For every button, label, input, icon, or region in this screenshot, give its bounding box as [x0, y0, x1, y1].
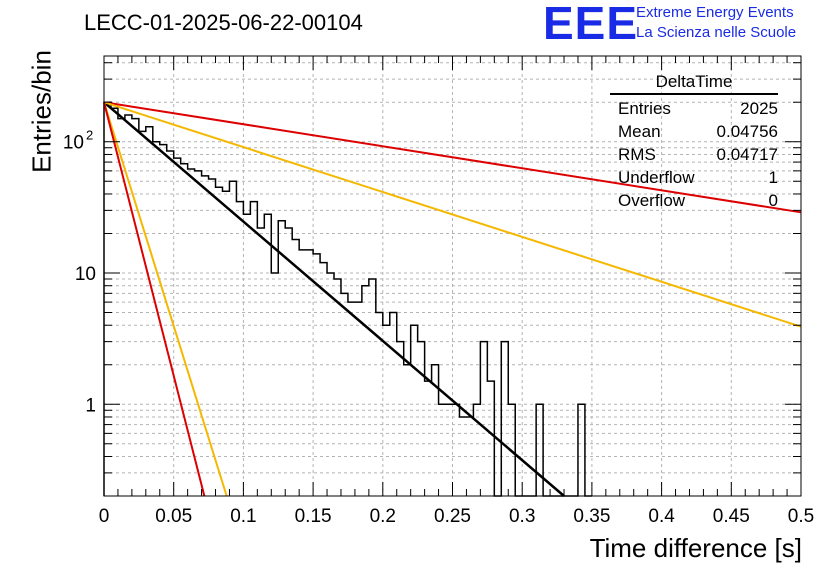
stats-value: 0.04756 [716, 122, 778, 141]
fit-curves-layer [103, 101, 802, 497]
stats-value: 0.04717 [716, 145, 778, 164]
y-axis-label: Entries/bin [26, 50, 57, 173]
y-tick-exponent: 2 [86, 128, 93, 143]
stats-value: 1 [768, 168, 778, 187]
stats-row-rms: RMS 0.04717 [610, 143, 778, 166]
x-tick-label: 0.3 [509, 506, 535, 527]
x-tick-label: 0.15 [295, 506, 332, 527]
stats-value: 0 [768, 191, 778, 210]
stats-row-entries: Entries 2025 [610, 97, 778, 120]
run-title: LECC-01-2025-06-22-00104 [84, 10, 363, 35]
fit-curve [103, 101, 206, 497]
fit-curve [103, 101, 228, 497]
eee-logo: EEE [543, 0, 639, 49]
x-axis-ticks: 0 0.05 0.1 0.15 0.2 0.25 0.3 0.35 0.4 0.45 0.5 [99, 56, 814, 527]
stats-value: 2025 [740, 99, 778, 118]
x-tick-label: 0.4 [648, 506, 675, 527]
x-tick-label: 0.35 [573, 506, 610, 527]
stats-row-mean: Mean 0.04756 [610, 120, 778, 143]
histogram-outline [103, 101, 592, 497]
x-tick-label: 0.1 [230, 506, 256, 527]
stats-label: Entries [618, 99, 671, 118]
logo-subtitle-1: Extreme Energy Events [636, 4, 794, 21]
fit-curve [103, 101, 565, 497]
x-axis-label: Time difference [s] [589, 533, 802, 563]
y-tick-label: 1 [85, 395, 96, 416]
histogram-layer [103, 101, 592, 497]
stats-label: Overflow [618, 191, 686, 210]
x-tick-label: 0.25 [434, 506, 471, 527]
x-tick-label: 0.2 [370, 506, 396, 527]
x-tick-label: 0.45 [713, 506, 750, 527]
stats-row-underflow: Underflow 1 [610, 166, 778, 189]
stats-row-overflow: Overflow 0 [610, 189, 778, 212]
x-tick-label: 0 [99, 506, 110, 527]
stats-label: Underflow [618, 168, 695, 187]
y-tick-label: 10 [63, 133, 84, 154]
stats-title: DeltaTime [610, 72, 778, 95]
logo-subtitle-2: La Scienza nelle Scuole [636, 24, 797, 41]
fit-curve [103, 101, 802, 214]
y-tick-label: 10 [75, 264, 96, 285]
stats-label: Mean [618, 122, 661, 141]
grid-lines [104, 56, 801, 497]
stats-label: RMS [618, 145, 656, 164]
x-tick-label: 0.5 [788, 506, 814, 527]
fit-curve [103, 101, 802, 328]
x-tick-label: 0.05 [155, 506, 192, 527]
stats-box: DeltaTime Entries 2025 Mean 0.04756 RMS … [610, 72, 778, 212]
